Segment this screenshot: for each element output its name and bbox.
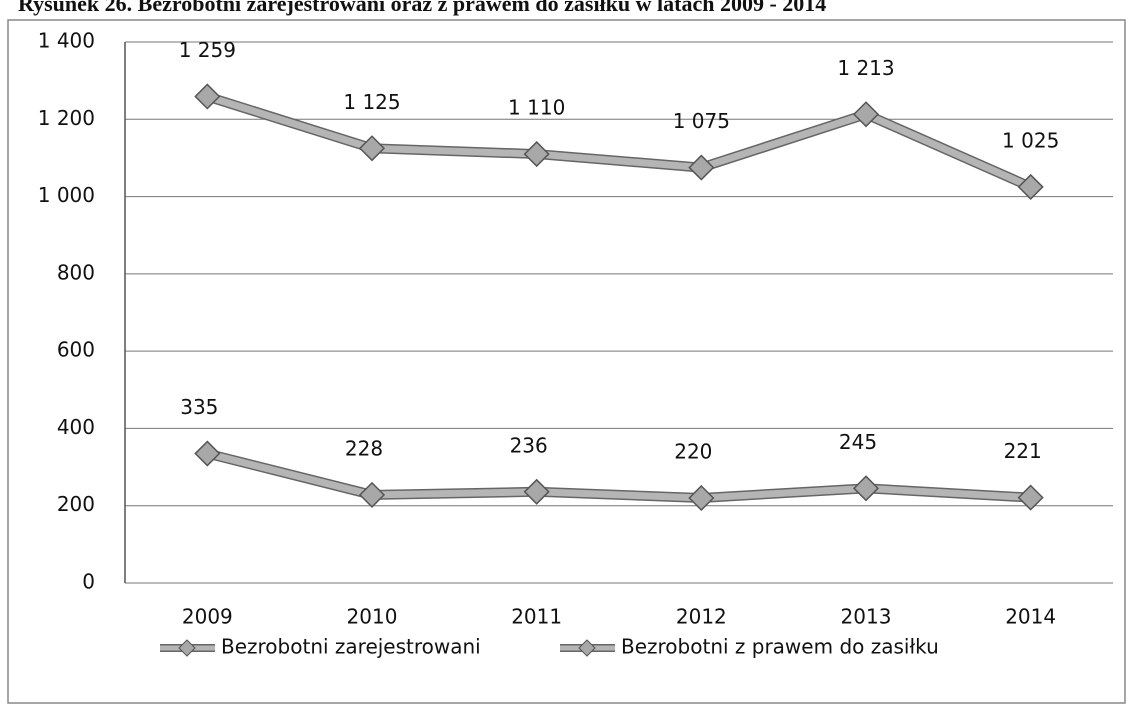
x-tick-label: 2012: [676, 605, 727, 629]
data-label: 1 213: [837, 56, 894, 80]
data-label: 220: [674, 439, 712, 463]
marker: [1017, 173, 1044, 200]
marker: [852, 101, 880, 128]
y-tick-label: 600: [57, 338, 95, 362]
series-line: [206, 93, 1033, 191]
line-outline: [205, 91, 1033, 192]
marker: [358, 481, 386, 508]
marker: [194, 83, 221, 110]
data-label: 245: [839, 430, 877, 454]
x-tick-label: 2010: [347, 605, 398, 629]
marker: [688, 484, 715, 512]
data-label: 1 125: [343, 90, 400, 114]
marker: [523, 141, 550, 168]
data-label: 1 110: [508, 96, 565, 120]
x-tick-label: 2014: [1005, 605, 1056, 629]
y-tick-label: 1 400: [38, 29, 95, 53]
legend-label: Bezrobotni z prawem do zasiłku: [621, 635, 939, 659]
data-label: 221: [1004, 439, 1042, 463]
marker: [194, 440, 221, 467]
chart-title: Rysunek 26. Bezrobotni zarejestrowani or…: [18, 0, 826, 16]
legend-marker: [578, 639, 596, 657]
y-tick-label: 200: [57, 492, 95, 516]
y-tick-label: 1 000: [38, 183, 95, 207]
marker: [523, 478, 550, 505]
y-tick-label: 400: [57, 415, 95, 439]
x-tick-label: 2013: [841, 605, 892, 629]
chart-frame: [7, 19, 1126, 704]
data-label: 1 025: [1002, 128, 1059, 152]
marker: [852, 475, 880, 502]
data-label: 335: [180, 395, 218, 419]
x-tick-label: 2009: [182, 605, 233, 629]
data-label: 1 075: [673, 109, 730, 133]
series-line: [206, 450, 1031, 502]
marker: [358, 135, 386, 162]
data-label: 236: [510, 433, 548, 457]
y-tick-label: 800: [57, 260, 95, 284]
marker: [688, 154, 715, 181]
legend-label: Bezrobotni zarejestrowani: [221, 635, 481, 659]
marker: [1017, 484, 1044, 511]
x-tick-label: 2011: [511, 605, 562, 629]
y-tick-label: 1 200: [38, 106, 95, 130]
legend-marker: [178, 639, 196, 657]
data-label: 1 259: [179, 38, 236, 62]
data-label: 228: [345, 436, 383, 460]
y-tick-label: 0: [82, 570, 95, 594]
